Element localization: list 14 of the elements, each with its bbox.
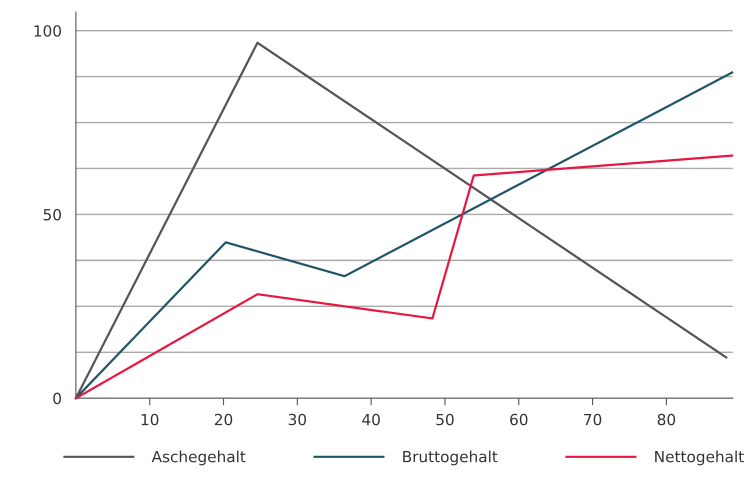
y-tick-label: 0 <box>53 392 61 404</box>
legend-label: Nettogehalt <box>655 450 744 466</box>
x-tick-label: 80 <box>658 414 676 426</box>
x-tick-label: 50 <box>436 414 454 426</box>
y-tick-label: 100 <box>34 25 61 37</box>
x-tick-label: 60 <box>510 414 528 426</box>
legend-label: Bruttogehalt <box>403 450 498 466</box>
x-tick-label: 10 <box>142 414 158 426</box>
x-tick-label: 40 <box>362 414 380 426</box>
x-tick-label: 20 <box>214 414 232 426</box>
x-tick-label: 30 <box>288 414 306 426</box>
legend-label: Aschegehalt <box>152 450 246 466</box>
x-tick-label: 70 <box>584 414 602 426</box>
y-tick-label: 50 <box>44 208 61 220</box>
